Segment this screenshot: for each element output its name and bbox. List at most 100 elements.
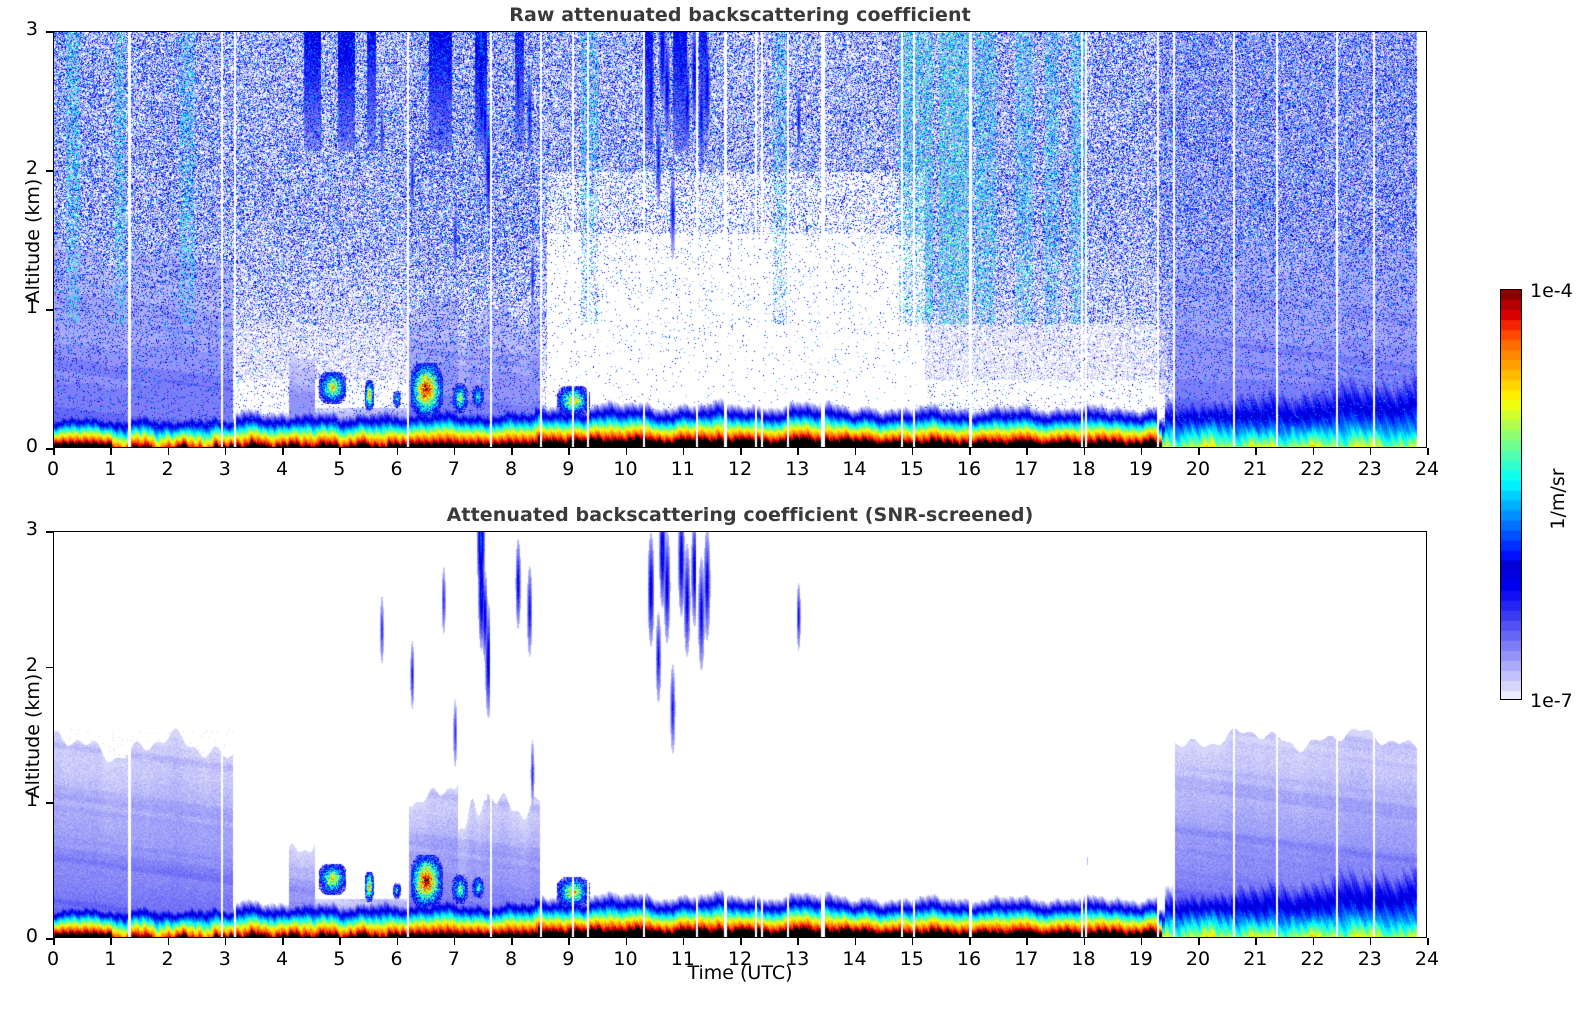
x-tick-mark bbox=[911, 938, 914, 945]
x-tick-label: 9 bbox=[562, 458, 575, 480]
x-tick-label: 16 bbox=[956, 458, 982, 480]
x-tick-mark bbox=[110, 938, 112, 945]
x-tick-mark bbox=[224, 448, 227, 455]
x-tick-label: 14 bbox=[842, 458, 867, 480]
x-tick-mark bbox=[969, 938, 971, 945]
x-tick-label: 18 bbox=[1071, 458, 1096, 480]
x-tick-mark bbox=[740, 448, 742, 455]
x-tick-label: 7 bbox=[447, 458, 460, 480]
y-tick-label: 0 bbox=[25, 435, 38, 457]
x-tick-mark bbox=[797, 938, 799, 945]
x-tick-label: 6 bbox=[390, 458, 403, 480]
x-tick-mark bbox=[682, 448, 685, 455]
x-tick-mark bbox=[568, 448, 570, 455]
x-tick-label: 1 bbox=[104, 948, 117, 970]
x-tick-mark bbox=[1427, 448, 1429, 455]
x-tick-label: 22 bbox=[1300, 948, 1325, 970]
y-tick-mark bbox=[46, 309, 53, 311]
x-tick-mark bbox=[110, 448, 112, 455]
x-tick-mark bbox=[1427, 938, 1429, 945]
ylabel-raw: Altitude (km) bbox=[22, 178, 44, 304]
x-tick-label: 6 bbox=[390, 948, 403, 970]
x-tick-label: 10 bbox=[613, 948, 638, 970]
x-tick-label: 11 bbox=[670, 458, 695, 480]
x-tick-mark bbox=[1369, 448, 1372, 455]
x-tick-mark bbox=[339, 938, 341, 945]
y-tick-label: 3 bbox=[25, 18, 38, 40]
x-tick-label: 21 bbox=[1243, 458, 1268, 480]
y-tick-mark bbox=[46, 531, 53, 533]
x-tick-mark bbox=[854, 938, 857, 945]
x-tick-label: 19 bbox=[1128, 458, 1153, 480]
x-tick-mark bbox=[797, 448, 799, 455]
x-tick-label: 13 bbox=[785, 948, 810, 970]
x-tick-mark bbox=[1083, 938, 1086, 945]
colorbar bbox=[1500, 289, 1522, 700]
plot-area-screened bbox=[53, 531, 1427, 938]
x-tick-mark bbox=[1312, 448, 1315, 455]
x-tick-mark bbox=[682, 938, 685, 945]
x-tick-label: 24 bbox=[1414, 458, 1440, 480]
x-tick-label: 11 bbox=[670, 948, 695, 970]
x-tick-mark bbox=[1083, 448, 1086, 455]
x-tick-mark bbox=[854, 448, 857, 455]
ylabel-screened: Altitude (km) bbox=[22, 673, 44, 799]
x-tick-mark bbox=[282, 938, 284, 945]
x-tick-mark bbox=[1369, 938, 1372, 945]
x-tick-label: 23 bbox=[1357, 948, 1382, 970]
x-tick-mark bbox=[1026, 938, 1028, 945]
y-tick-label: 3 bbox=[25, 518, 38, 540]
x-tick-label: 20 bbox=[1185, 948, 1211, 970]
x-tick-mark bbox=[53, 938, 55, 945]
x-tick-label: 12 bbox=[727, 458, 753, 480]
y-tick-mark bbox=[46, 170, 53, 172]
x-tick-mark bbox=[224, 938, 227, 945]
x-tick-mark bbox=[167, 448, 170, 455]
x-tick-mark bbox=[1198, 938, 1200, 945]
x-tick-label: 15 bbox=[899, 948, 924, 970]
x-tick-mark bbox=[1255, 448, 1257, 455]
x-tick-label: 2 bbox=[161, 458, 174, 480]
x-tick-mark bbox=[1140, 448, 1143, 455]
x-tick-label: 4 bbox=[275, 458, 289, 480]
x-tick-label: 10 bbox=[613, 458, 638, 480]
x-tick-label: 0 bbox=[46, 948, 60, 970]
x-tick-label: 19 bbox=[1128, 948, 1153, 970]
x-tick-label: 16 bbox=[956, 948, 982, 970]
x-tick-label: 20 bbox=[1185, 458, 1211, 480]
x-tick-mark bbox=[511, 448, 513, 455]
x-tick-mark bbox=[625, 938, 628, 945]
x-tick-label: 7 bbox=[447, 948, 460, 970]
x-tick-label: 0 bbox=[46, 458, 60, 480]
x-tick-mark bbox=[740, 938, 742, 945]
x-tick-label: 18 bbox=[1071, 948, 1096, 970]
y-tick-mark bbox=[46, 448, 53, 450]
x-tick-mark bbox=[339, 448, 341, 455]
x-tick-label: 14 bbox=[842, 948, 867, 970]
x-tick-label: 12 bbox=[727, 948, 753, 970]
x-tick-mark bbox=[396, 938, 399, 945]
x-tick-label: 15 bbox=[899, 458, 924, 480]
x-tick-mark bbox=[396, 448, 399, 455]
x-tick-label: 3 bbox=[218, 458, 231, 480]
y-tick-mark bbox=[46, 666, 53, 669]
x-tick-label: 5 bbox=[333, 458, 346, 480]
x-tick-label: 13 bbox=[785, 458, 810, 480]
x-tick-mark bbox=[625, 448, 628, 455]
x-tick-mark bbox=[1026, 448, 1028, 455]
x-tick-label: 8 bbox=[504, 458, 518, 480]
x-tick-label: 5 bbox=[333, 948, 346, 970]
y-tick-mark bbox=[46, 31, 53, 33]
x-tick-label: 17 bbox=[1014, 948, 1039, 970]
x-tick-mark bbox=[911, 448, 914, 455]
y-tick-label: 0 bbox=[25, 925, 38, 947]
x-tick-label: 17 bbox=[1014, 458, 1039, 480]
x-tick-mark bbox=[1198, 448, 1200, 455]
xlabel-screened: Time (UTC) bbox=[687, 962, 793, 984]
x-tick-label: 23 bbox=[1357, 458, 1382, 480]
x-tick-label: 8 bbox=[504, 948, 518, 970]
x-tick-mark bbox=[282, 448, 284, 455]
x-tick-mark bbox=[511, 938, 513, 945]
x-tick-label: 3 bbox=[218, 948, 231, 970]
x-tick-label: 9 bbox=[562, 948, 575, 970]
